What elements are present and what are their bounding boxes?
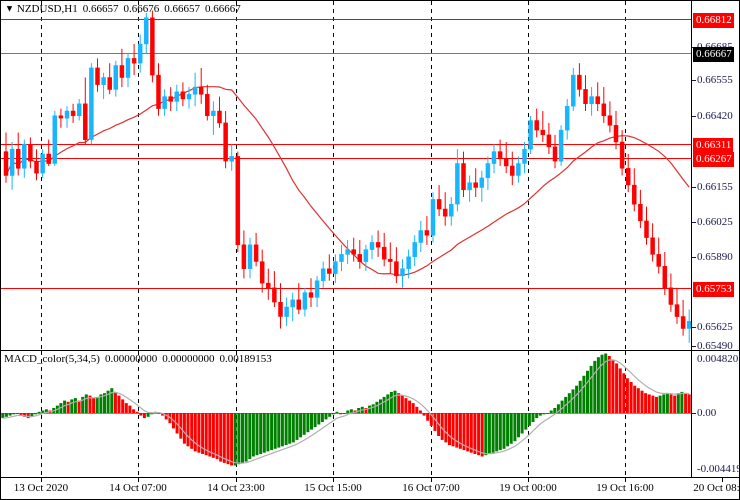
macd-indicator-pane[interactable]: MACD_color(5,34,5) 0.00000000 0.00000000 0.…	[1, 351, 740, 478]
macd-values: 0.00000000 0.00000000 0.00189153	[100, 353, 272, 365]
time-axis-label: 14 Oct 23:00	[207, 482, 265, 494]
macd-pane-header: MACD_color(5,34,5) 0.00000000 0.00000000 0.…	[1, 351, 272, 367]
triangle-down-icon[interactable]: ▼	[4, 3, 15, 15]
macd-axis-label: 0.00	[697, 407, 717, 419]
price-axis-tick	[692, 346, 696, 347]
macd-label: MACD_color(5,34,5)	[4, 353, 100, 365]
time-axis-label: 16 Oct 07:00	[402, 482, 460, 494]
low-value: 0.66657	[164, 3, 200, 15]
time-axis-tick	[138, 478, 139, 482]
macd-histogram	[1, 353, 691, 466]
macd-canvas	[1, 351, 691, 477]
level-price-tag[interactable]: 0.66812	[693, 13, 734, 28]
price-pane-header: ▼ NZDUSD,H1 0.66657 0.66676 0.66657 0.66667	[1, 1, 241, 17]
macd-axis-label: 0.0048205	[697, 353, 740, 365]
time-axis-tick	[333, 478, 334, 482]
macd-value-1: 0.00000000	[104, 353, 158, 365]
price-axis-tick	[692, 327, 696, 328]
price-canvas	[1, 1, 691, 350]
macd-axis-label: -0.004419	[697, 463, 740, 475]
time-axis-tick	[431, 478, 432, 482]
time-axis-label: 13 Oct 2020	[13, 482, 69, 494]
macd-y-axis[interactable]: 0.0048205 0.00 -0.004419	[691, 351, 740, 477]
price-axis-label: 0.66555	[697, 74, 733, 86]
time-axis-tick	[41, 478, 42, 482]
macd-axis-tick	[692, 413, 696, 414]
time-axis-label: 20 Oct 08:00	[693, 482, 740, 494]
price-axis-label: 0.65625	[697, 321, 733, 333]
macd-signal-line	[2, 359, 690, 464]
macd-value-2: 0.00000000	[162, 353, 215, 365]
high-value: 0.66676	[123, 3, 160, 15]
time-axis-tick	[625, 478, 626, 482]
price-axis-label: 0.66155	[697, 181, 733, 193]
level-price-tag[interactable]: 0.65753	[693, 282, 734, 297]
symbol-timeframe-label: NZDUSD,H1	[16, 3, 78, 15]
candlestick-series	[3, 10, 691, 343]
price-axis-label: 0.65490	[697, 340, 733, 352]
open-value: 0.66657	[82, 3, 119, 15]
level-price-tag[interactable]: 0.66267	[693, 152, 734, 167]
time-x-axis[interactable]: 13 Oct 2020 14 Oct 07:00 14 Oct 23:00 15 Oc…	[1, 478, 740, 500]
time-axis-label: 15 Oct 15:00	[304, 482, 362, 494]
price-y-axis[interactable]: 0.668120.666850.666670.665550.664200.663…	[691, 1, 740, 352]
close-value: 0.66667	[204, 3, 241, 15]
price-axis-label: 0.66420	[697, 110, 733, 122]
price-axis-tick	[692, 257, 696, 258]
time-axis-label: 19 Oct 00:00	[499, 482, 557, 494]
time-axis-label: 14 Oct 07:00	[109, 482, 167, 494]
time-axis-tick	[236, 478, 237, 482]
price-chart-pane[interactable]: ▼ NZDUSD,H1 0.66657 0.66676 0.66657 0.66667 0…	[1, 1, 740, 352]
price-plot-area[interactable]	[1, 1, 691, 350]
level-price-tag[interactable]: 0.66311	[693, 138, 734, 153]
time-axis-label: 19 Oct 16:00	[596, 482, 654, 494]
time-axis-tick	[528, 478, 529, 482]
price-axis-label: 0.66025	[697, 216, 733, 228]
price-axis-tick	[692, 80, 696, 81]
macd-value-3: 0.00189153	[219, 353, 272, 365]
current-price-tag[interactable]: 0.66667	[693, 47, 734, 62]
macd-plot-area[interactable]	[1, 351, 691, 477]
price-axis-tick	[692, 116, 696, 117]
price-axis-label: 0.65890	[697, 251, 733, 263]
price-axis-tick	[692, 222, 696, 223]
ohlc-values: 0.66657 0.66676 0.66657 0.66667	[78, 3, 241, 15]
price-axis-tick	[692, 187, 696, 188]
time-axis-tick	[722, 478, 723, 482]
